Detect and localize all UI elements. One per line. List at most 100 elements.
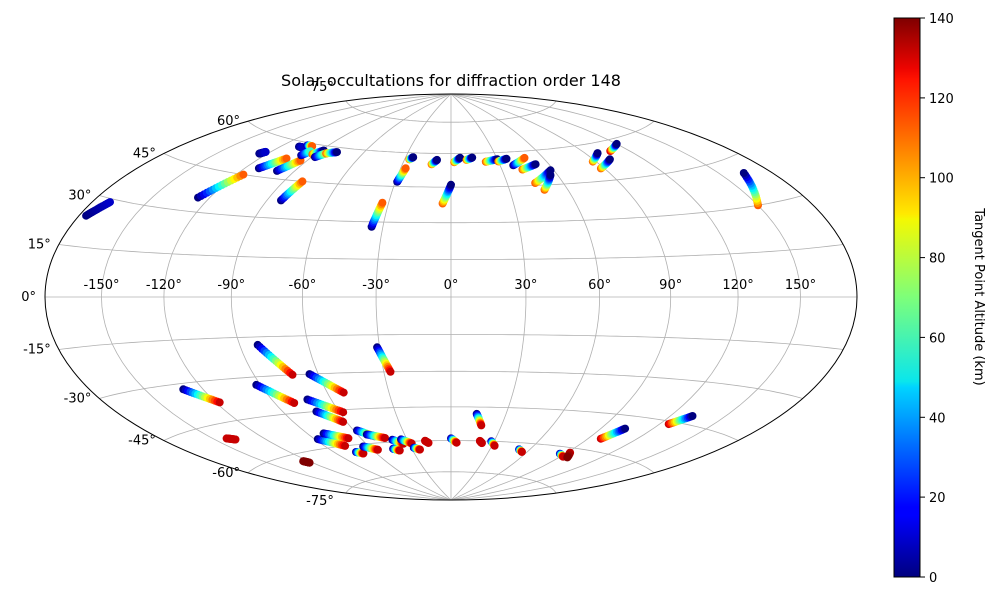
colorbar-ticks: 0 20 40 60 80 100 120 140 — [920, 12, 954, 586]
data-point — [456, 153, 465, 162]
colorbar-tick-label: 80 — [929, 252, 946, 267]
latitude-tick-label: 75° — [311, 80, 334, 95]
colorbar-tick-label: 60 — [929, 331, 946, 346]
data-point — [477, 421, 486, 430]
latitude-tick-label: -30° — [64, 392, 92, 407]
data-point — [621, 424, 630, 433]
occultation-track — [472, 409, 486, 430]
data-point — [339, 417, 348, 426]
occultation-track — [254, 154, 291, 173]
data-point — [305, 458, 314, 467]
occultation-track — [352, 448, 368, 458]
latitude-tick-label: -45° — [128, 434, 156, 449]
longitude-gridline — [450, 94, 801, 500]
data-point — [341, 441, 350, 450]
colorbar-tick-label: 20 — [929, 491, 946, 506]
longitude-tick-label: -60° — [289, 278, 317, 293]
latitude-tick-labels: 75° 60° 45° 30° 15° 0° -15° -30° -45° -60° -75° — [21, 80, 334, 509]
longitude-gridline — [163, 94, 452, 500]
data-point — [215, 398, 224, 407]
data-point — [502, 154, 511, 163]
occultation-track — [664, 412, 697, 429]
latitude-tick-label: -15° — [23, 343, 51, 358]
data-point — [333, 148, 341, 157]
data-point — [490, 441, 499, 450]
longitude-gridline — [450, 94, 672, 500]
data-point — [416, 445, 424, 454]
data-point — [433, 155, 441, 164]
latitude-tick-label: 60° — [217, 114, 240, 129]
longitude-tick-label: 30° — [514, 278, 537, 293]
occultation-track — [563, 448, 575, 462]
data-point — [520, 153, 529, 162]
occultation-track — [312, 407, 348, 426]
occultation-track — [277, 177, 307, 205]
occultation-track — [322, 148, 341, 158]
occultation-track — [253, 340, 297, 379]
data-points — [82, 139, 762, 467]
occultation-track — [438, 180, 455, 208]
occultation-track — [373, 343, 395, 376]
occultation-track — [518, 160, 540, 174]
data-point — [344, 434, 353, 443]
data-point — [386, 367, 395, 376]
latitude-tick-label: 0° — [21, 290, 36, 305]
chart-title: Solar occultations for diffraction order… — [281, 71, 621, 90]
colorbar-tick-label: 140 — [929, 12, 954, 27]
occultation-track — [194, 170, 248, 202]
data-point — [546, 171, 555, 180]
occultation-track — [389, 444, 404, 455]
data-point — [373, 445, 382, 454]
data-point — [339, 408, 348, 417]
occultation-track — [606, 139, 621, 155]
occultation-track — [540, 171, 555, 194]
occultation-track — [509, 153, 529, 170]
longitude-tick-label: -150° — [83, 278, 119, 293]
longitude-gridline — [101, 94, 452, 500]
data-point — [290, 399, 299, 407]
longitude-gridline — [450, 94, 739, 500]
data-point — [688, 412, 697, 420]
data-point — [239, 170, 248, 179]
longitude-tick-label: 60° — [588, 278, 611, 293]
occultation-track — [303, 395, 348, 417]
occultation-track — [405, 153, 418, 164]
latitude-tick-label: -60° — [212, 466, 240, 481]
data-point — [424, 438, 433, 447]
data-point — [477, 439, 486, 448]
longitude-tick-label: -90° — [217, 278, 245, 293]
data-point — [282, 154, 291, 163]
longitude-tick-label: -120° — [146, 278, 182, 293]
latitude-tick-label: 45° — [133, 147, 156, 162]
occultation-track — [255, 147, 270, 158]
occultation-track — [362, 430, 389, 442]
occultation-track — [393, 164, 410, 186]
data-point — [563, 453, 572, 462]
latitude-tick-label: -75° — [306, 494, 334, 509]
colorbar-tick-label: 120 — [929, 92, 954, 107]
occultation-track — [555, 449, 568, 461]
data-point — [452, 438, 461, 447]
data-point — [739, 169, 748, 177]
occultation-track — [739, 169, 762, 210]
occultation-track — [409, 443, 424, 454]
occultation-track — [450, 153, 465, 167]
colorbar-tick-label: 100 — [929, 172, 954, 187]
map-boundary — [44, 93, 858, 501]
data-point — [231, 435, 240, 444]
longitude-gridline — [230, 94, 452, 500]
data-point — [378, 198, 387, 207]
occultation-track — [313, 435, 350, 450]
occultation-track — [179, 385, 224, 407]
data-point — [395, 446, 404, 455]
data-point — [447, 180, 455, 189]
latitude-tick-label: 30° — [68, 189, 91, 204]
data-point — [517, 447, 526, 456]
occultation-track — [487, 437, 499, 450]
data-point — [593, 149, 602, 158]
data-point — [605, 155, 614, 164]
occultation-track — [82, 198, 114, 220]
occultation-track — [252, 380, 299, 407]
occultation-track — [462, 153, 477, 164]
